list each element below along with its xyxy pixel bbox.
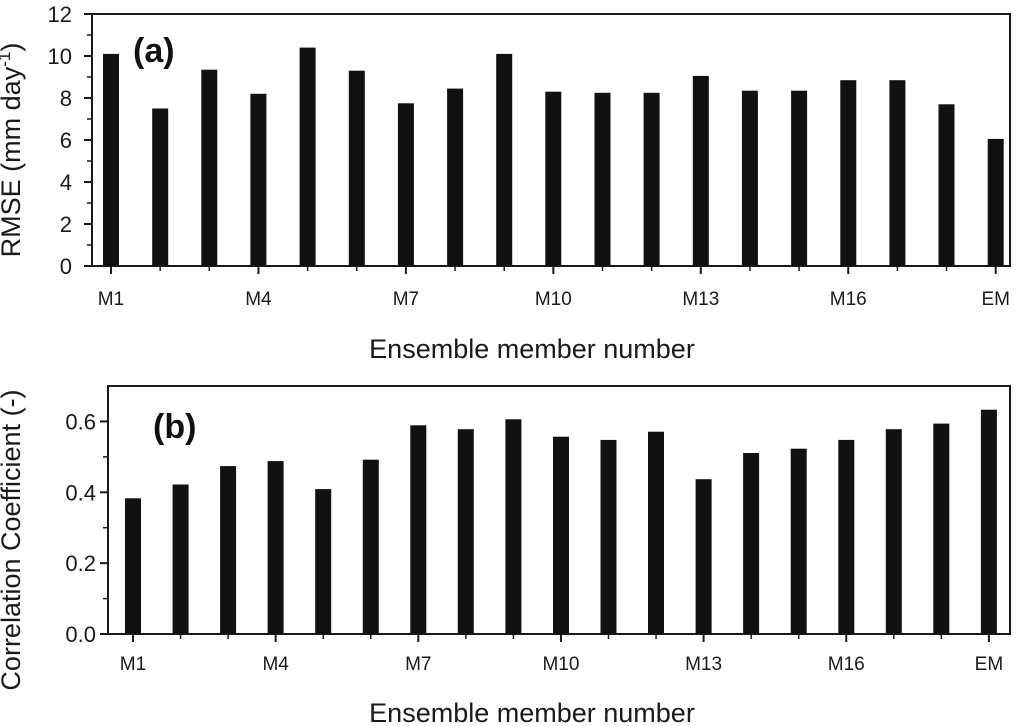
x-axis-label-b: Ensemble member number bbox=[369, 698, 695, 726]
panel-label-a: (a) bbox=[133, 32, 175, 70]
bar-m3-a bbox=[201, 70, 217, 266]
x-axis-label-a: Ensemble member number bbox=[369, 334, 695, 364]
bar-m14-a bbox=[742, 91, 758, 266]
bar-em-b bbox=[981, 410, 997, 634]
bar-m12-a bbox=[644, 93, 660, 266]
bar-m6-b bbox=[363, 460, 379, 634]
bar-m1-a bbox=[103, 54, 119, 266]
bar-m6-a bbox=[349, 71, 365, 266]
bar-m1-b bbox=[125, 498, 141, 634]
bar-m10-a bbox=[545, 92, 561, 266]
x-tick-label-m7-a: M7 bbox=[393, 289, 419, 310]
x-tick-label-m1-b: M1 bbox=[120, 654, 146, 675]
x-tick-label-m16-a: M16 bbox=[830, 289, 867, 310]
y-tick-label-b: 0.0 bbox=[65, 622, 96, 647]
bar-m15-a bbox=[791, 91, 807, 266]
bar-m12-b bbox=[648, 432, 664, 634]
bar-m11-b bbox=[601, 440, 617, 634]
y-tick-label-a: 0 bbox=[60, 254, 72, 279]
panel-label-b: (b) bbox=[153, 408, 196, 446]
y-tick-label-a: 10 bbox=[48, 44, 72, 69]
bar-m17-b bbox=[886, 429, 902, 634]
y-tick-label-b: 0.2 bbox=[65, 551, 96, 576]
x-tick-label-m7-b: M7 bbox=[405, 654, 431, 675]
bar-m2-b bbox=[173, 485, 189, 635]
bar-m5-a bbox=[300, 48, 316, 266]
bar-m5-b bbox=[315, 489, 331, 634]
y-axis-label-b: Correlation Coefficient (-) bbox=[0, 389, 26, 690]
bar-m18-a bbox=[939, 104, 955, 266]
x-tick-label-m16-b: M16 bbox=[828, 654, 865, 675]
bar-m17-a bbox=[889, 80, 905, 266]
y-axis-label-a-main: RMSE (mm day bbox=[0, 66, 26, 257]
bar-m14-b bbox=[743, 453, 759, 634]
bars-group-b bbox=[125, 410, 997, 634]
bar-m3-b bbox=[220, 466, 236, 634]
y-tick-label-a: 6 bbox=[60, 128, 72, 153]
x-axis-a: M1 M4 M7 M10 M13 M16 EM bbox=[98, 266, 1010, 310]
y-axis-label-a-end: ) bbox=[0, 43, 26, 52]
bar-m18-b bbox=[933, 424, 949, 634]
bar-em-a bbox=[988, 139, 1004, 266]
bar-m16-a bbox=[840, 80, 856, 266]
x-tick-label-em-b: EM bbox=[975, 654, 1004, 675]
y-tick-label-a: 4 bbox=[60, 170, 72, 195]
x-tick-label-m10-b: M10 bbox=[542, 654, 579, 675]
y-axis-label-a: RMSE (mm day-1) bbox=[0, 43, 26, 258]
bar-m9-a bbox=[496, 54, 512, 266]
y-tick-label-a: 12 bbox=[48, 2, 72, 27]
bar-m2-a bbox=[152, 109, 168, 267]
bar-m11-a bbox=[595, 93, 611, 266]
bar-m8-b bbox=[458, 429, 474, 634]
x-tick-label-m4-a: M4 bbox=[245, 289, 272, 310]
y-axis-label-b-main: Correlation Coefficient (-) bbox=[0, 389, 26, 690]
bar-m4-a bbox=[250, 94, 266, 266]
bar-m10-b bbox=[553, 437, 569, 634]
x-tick-label-m13-b: M13 bbox=[685, 654, 722, 675]
x-tick-label-m13-a: M13 bbox=[682, 289, 719, 310]
bar-m13-b bbox=[696, 479, 712, 634]
x-tick-label-m1-a: M1 bbox=[98, 289, 124, 310]
y-tick-label-a: 8 bbox=[60, 86, 72, 111]
bar-m9-b bbox=[505, 419, 521, 634]
bar-m16-b bbox=[838, 440, 854, 634]
y-axis-a: 0 2 4 6 8 10 12 bbox=[48, 2, 92, 279]
x-tick-label-em-a: EM bbox=[981, 289, 1010, 310]
bars-group-a bbox=[103, 48, 1004, 267]
bar-m7-a bbox=[398, 103, 414, 266]
panel-b-correlation: 0.0 0.2 0.4 0.6 M1 M4 M7 M10 M13 M16 EM (b) Ensem… bbox=[0, 386, 1010, 726]
y-tick-label-b: 0.4 bbox=[65, 480, 96, 505]
bar-m13-a bbox=[693, 76, 709, 266]
x-axis-b: M1 M4 M7 M10 M13 M16 EM bbox=[120, 634, 1003, 675]
bar-m8-a bbox=[447, 89, 463, 266]
bar-m15-b bbox=[791, 449, 807, 634]
y-axis-b: 0.0 0.2 0.4 0.6 bbox=[65, 409, 108, 647]
y-tick-label-b: 0.6 bbox=[65, 409, 96, 434]
panel-a-rmse: 0 2 4 6 8 10 12 M1 M4 M7 M10 M13 M16 EM (a) Ensemble… bbox=[0, 2, 1010, 364]
y-axis-label-a-sup: -1 bbox=[0, 52, 14, 67]
bar-m7-b bbox=[410, 425, 426, 634]
bar-m4-b bbox=[268, 461, 284, 634]
x-tick-label-m4-b: M4 bbox=[262, 654, 289, 675]
y-tick-label-a: 2 bbox=[60, 212, 72, 237]
x-tick-label-m10-a: M10 bbox=[535, 289, 572, 310]
